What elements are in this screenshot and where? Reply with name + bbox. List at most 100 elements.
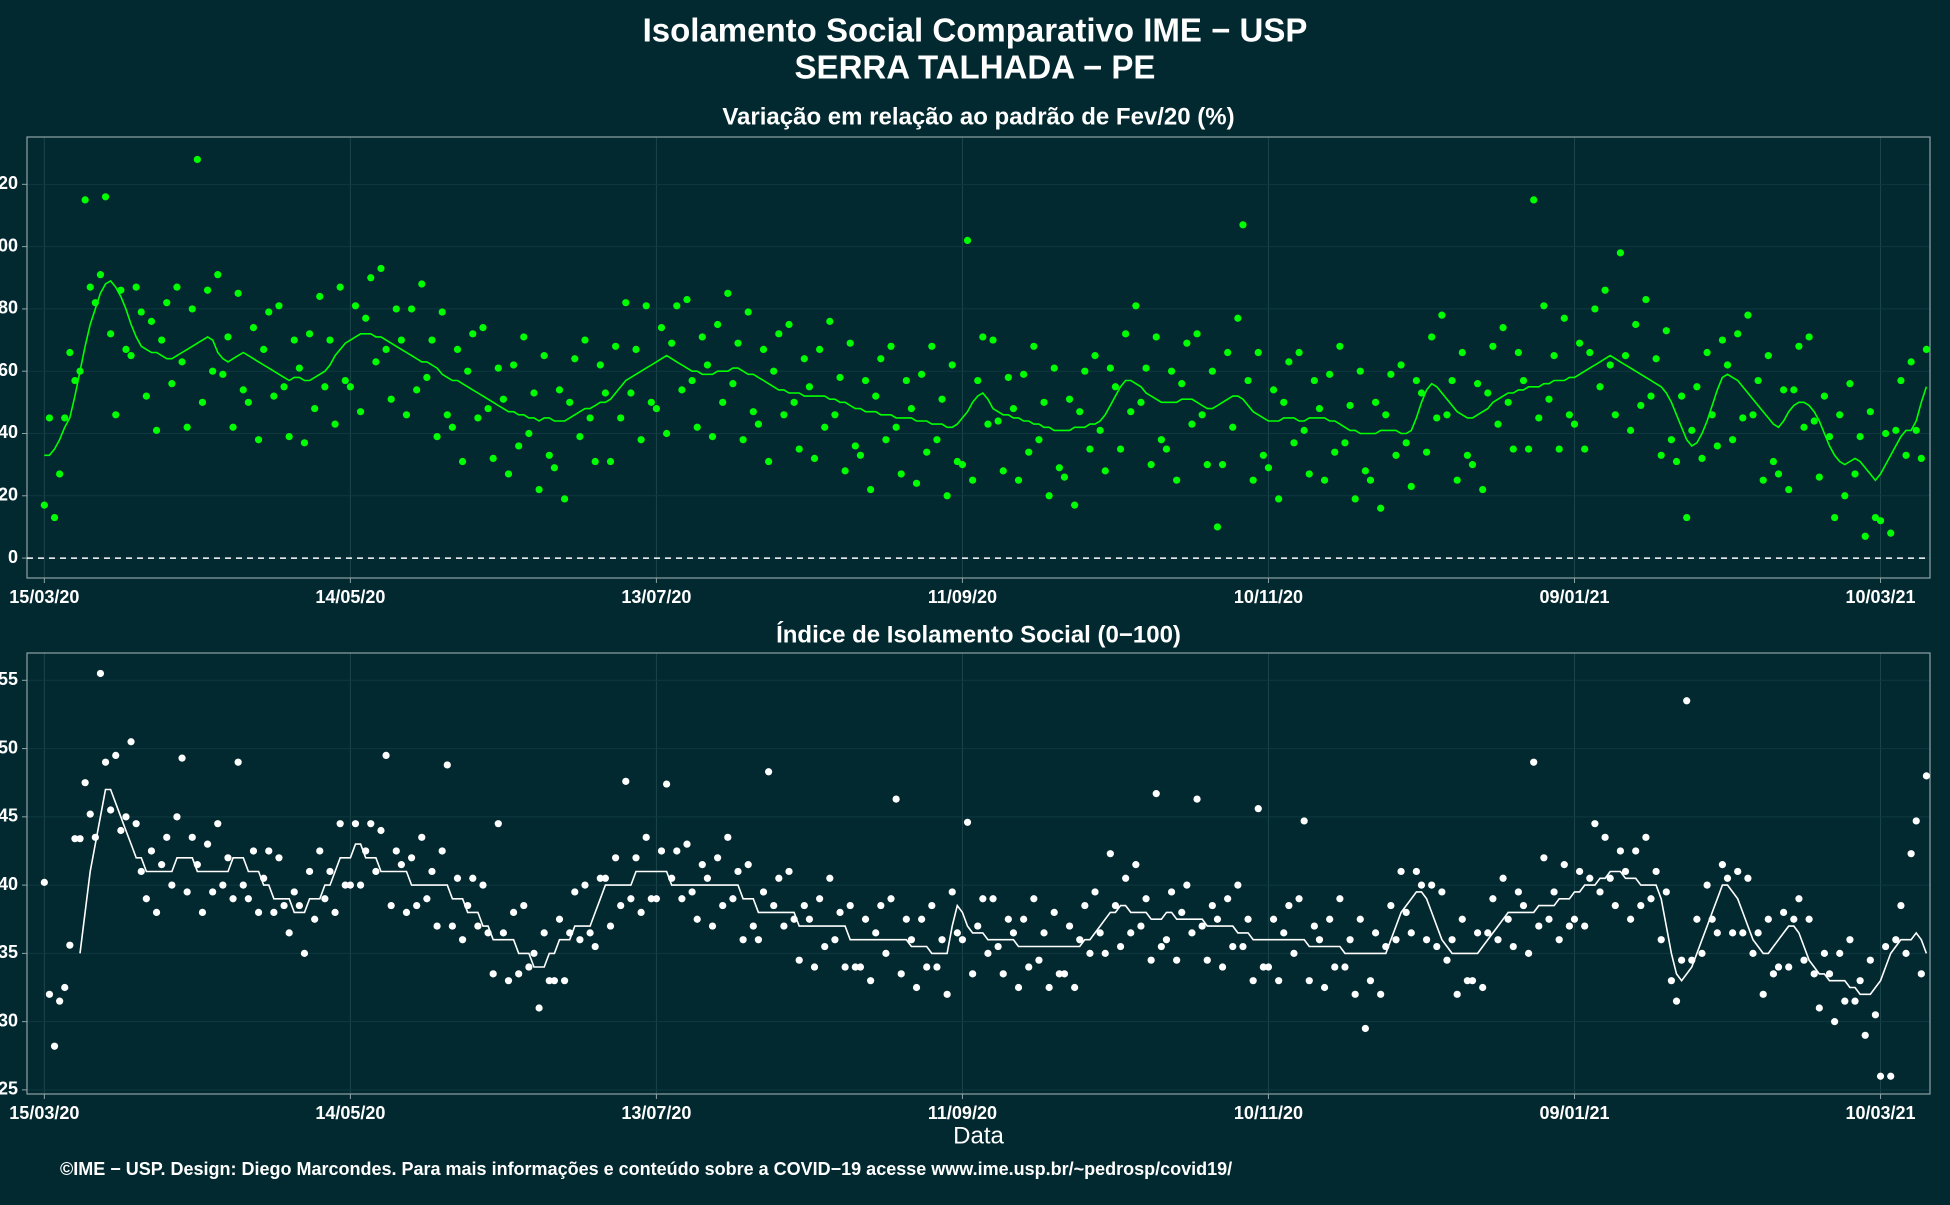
data-point [836, 373, 844, 382]
moving-average-line [79, 788, 1928, 996]
data-point [1275, 495, 1283, 503]
x-tick-label: 15/03/20 [9, 587, 79, 607]
y-tick-label: 100 [0, 235, 18, 255]
data-point [1657, 936, 1665, 944]
x-tick-label: 10/11/20 [1234, 1103, 1303, 1123]
data-point [719, 901, 727, 910]
data-point [1366, 476, 1375, 484]
data-point [963, 236, 972, 244]
data-point [841, 467, 849, 475]
data-point [877, 901, 885, 910]
data-point [984, 949, 992, 957]
data-point [739, 436, 747, 444]
data-point [1264, 963, 1273, 971]
data-point [321, 383, 329, 391]
data-point [1346, 936, 1354, 944]
data-point [188, 833, 196, 841]
data-point [1785, 963, 1793, 971]
data-point [1570, 915, 1579, 923]
data-point [407, 854, 416, 862]
data-point [1897, 376, 1905, 385]
data-point [1749, 949, 1757, 957]
data-point [1254, 348, 1262, 357]
data-point [101, 758, 110, 766]
data-point [504, 470, 513, 478]
data-point [1606, 361, 1614, 369]
data-point [642, 302, 650, 310]
data-point [311, 404, 319, 413]
data-point [759, 345, 768, 354]
data-point [280, 383, 288, 391]
data-point [693, 423, 701, 431]
data-point [1499, 324, 1507, 332]
data-point [1759, 990, 1767, 998]
data-point [224, 333, 232, 341]
data-point [362, 314, 370, 322]
data-point [1917, 970, 1925, 978]
data-point [1361, 1024, 1369, 1033]
data-point [1091, 888, 1099, 896]
data-point [1810, 417, 1818, 425]
data-point [249, 847, 258, 855]
data-point [1479, 983, 1487, 992]
data-point [637, 436, 645, 444]
data-point [418, 280, 426, 288]
data-point [1831, 513, 1839, 522]
data-point [1805, 915, 1813, 923]
y-tick-label: 20 [0, 485, 18, 505]
data-point [112, 411, 120, 419]
data-point [1443, 411, 1451, 419]
data-point [1040, 398, 1048, 406]
data-point [790, 398, 798, 406]
data-point [1351, 495, 1359, 503]
y-tick-label: 120 [0, 173, 18, 193]
data-point [331, 908, 339, 917]
data-point [178, 358, 186, 366]
data-point [780, 922, 788, 930]
data-point [1683, 513, 1691, 522]
x-tick-label: 13/07/20 [621, 1103, 691, 1123]
data-point [683, 295, 691, 304]
data-point [1922, 772, 1931, 780]
y-tick-label: 50 [0, 737, 18, 757]
data-point [1514, 888, 1522, 896]
data-point [1514, 348, 1522, 357]
data-point [1698, 454, 1706, 463]
data-point [203, 286, 212, 294]
data-point [703, 874, 712, 882]
data-point [1825, 433, 1834, 441]
data-point [1458, 915, 1466, 923]
data-point [912, 983, 921, 992]
data-point [397, 336, 405, 344]
data-point [1081, 901, 1089, 910]
data-point [897, 970, 905, 978]
data-point [1723, 361, 1732, 369]
data-point [974, 376, 982, 385]
data-point [1310, 376, 1318, 385]
data-point [1320, 476, 1329, 484]
data-point [912, 479, 921, 487]
data-point [1662, 327, 1670, 335]
data-point [1652, 355, 1660, 363]
data-point [611, 342, 620, 350]
data-point [402, 908, 411, 917]
data-point [183, 423, 191, 431]
data-point [1851, 997, 1859, 1005]
data-point [1555, 445, 1563, 453]
data-point [1586, 348, 1594, 357]
data-point [1693, 915, 1701, 923]
data-point [382, 345, 390, 354]
data-point [1810, 970, 1818, 978]
data-point [1882, 942, 1890, 951]
x-tick-label: 09/01/21 [1539, 587, 1609, 607]
data-point [601, 874, 609, 882]
plot-frame [26, 652, 1931, 1095]
data-point [1800, 956, 1808, 964]
data-point [1366, 977, 1375, 985]
data-point [1866, 956, 1874, 964]
y-tick-label: 45 [0, 806, 18, 826]
data-point [198, 908, 207, 917]
data-point [1239, 221, 1247, 229]
data-point [918, 915, 926, 923]
data-point [341, 376, 349, 385]
